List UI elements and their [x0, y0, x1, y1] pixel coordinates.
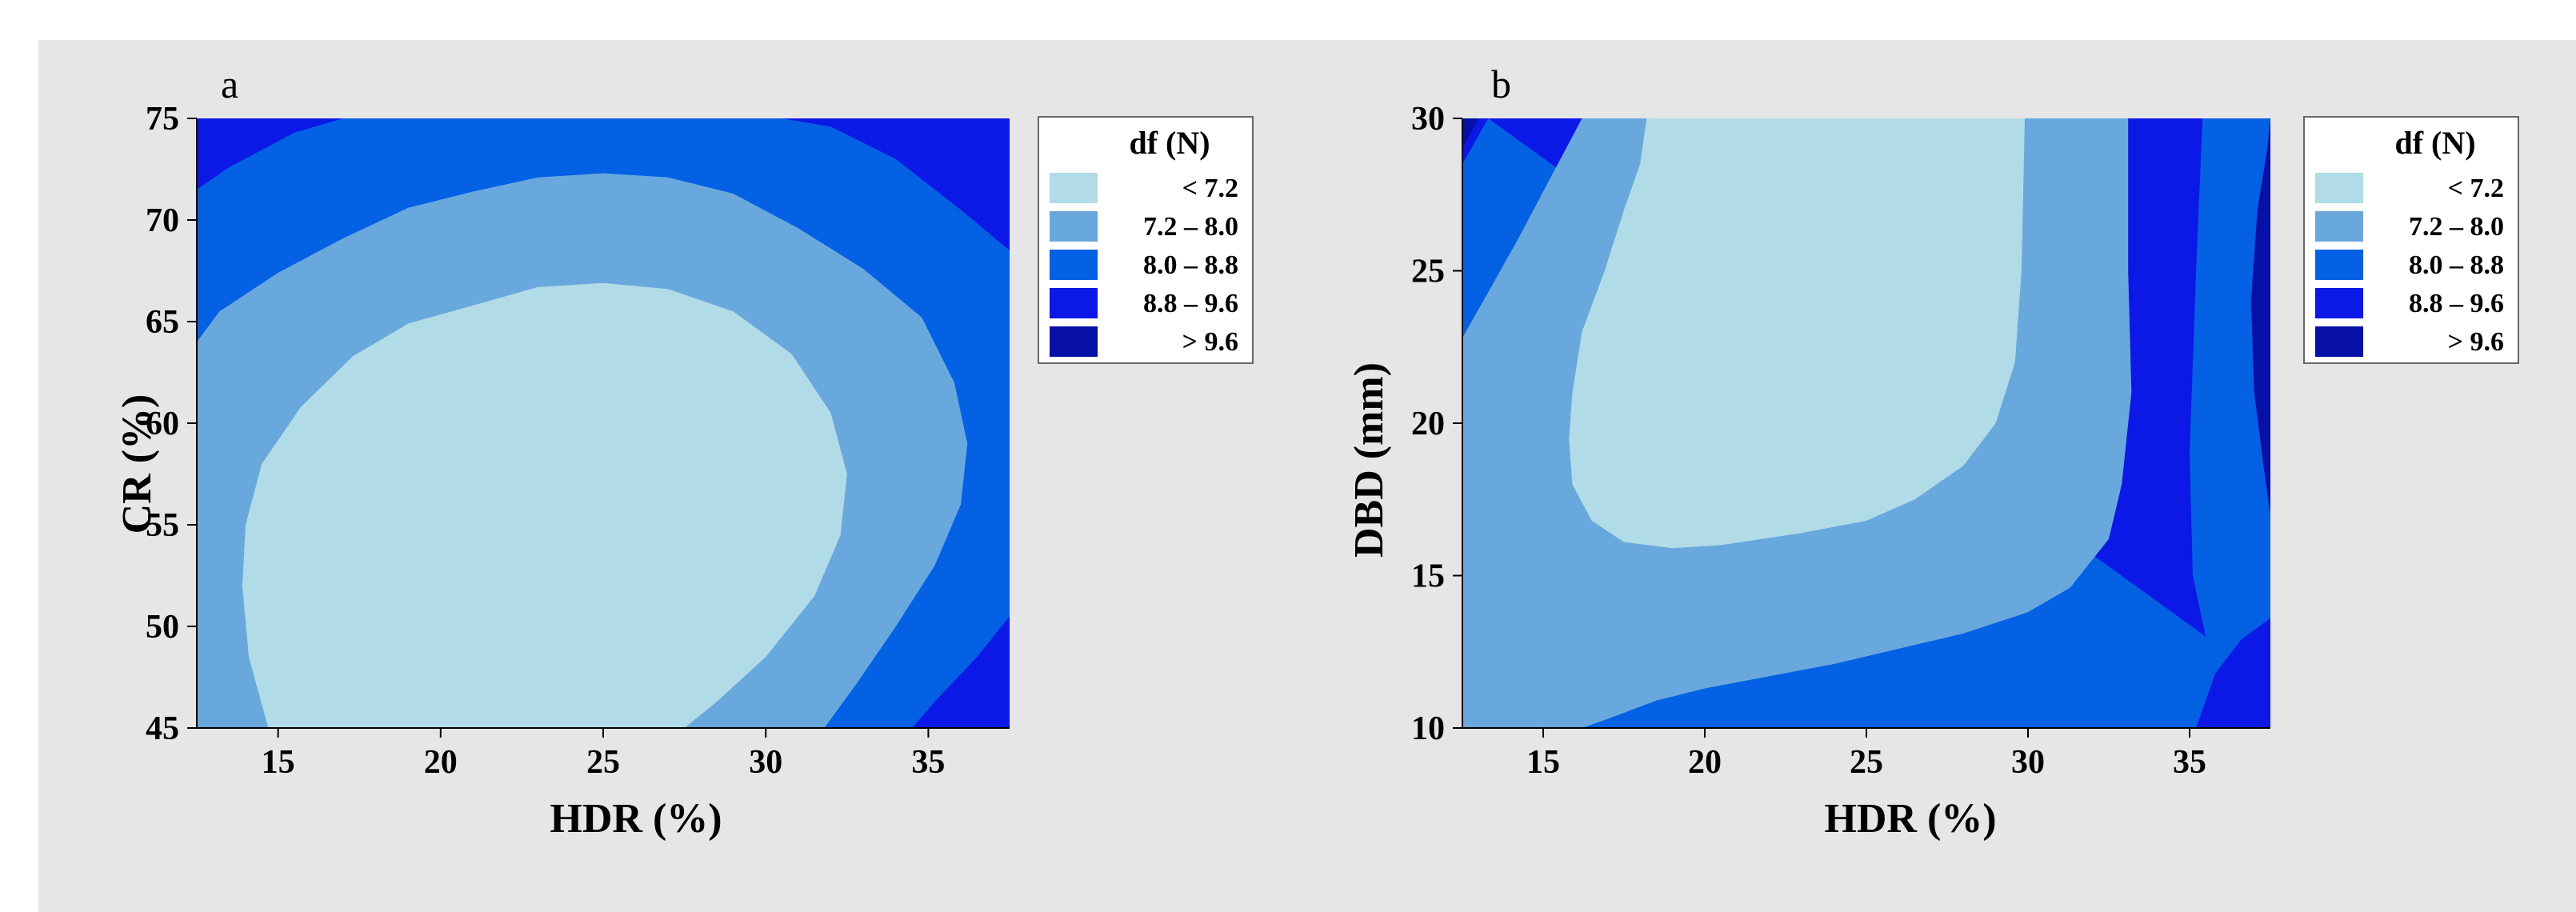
- panel-label: a: [221, 62, 238, 106]
- legend-entry-label: 7.2 – 8.0: [2409, 212, 2504, 242]
- x-tick-label: 30: [2011, 744, 2045, 781]
- axes: 15 20 25 30 35 45 50 55 60 65 70 75: [146, 101, 1010, 781]
- contour-region: [2250, 118, 2270, 515]
- legend-entry-label: < 7.2: [2448, 174, 2504, 203]
- legend-swatch: [2315, 288, 2363, 318]
- x-tick-label: 25: [586, 744, 620, 781]
- y-tick-label: 70: [146, 202, 179, 239]
- x-tick-label: 15: [262, 744, 295, 781]
- legend-entry-label: > 9.6: [1182, 327, 1238, 357]
- legend-title: df (N): [2394, 125, 2475, 161]
- legend-entry-label: > 9.6: [2448, 327, 2504, 357]
- legend-swatch: [1050, 326, 1098, 357]
- contour-region: [242, 282, 847, 728]
- legend-entry-label: 8.8 – 9.6: [2409, 289, 2504, 318]
- legend-title: df (N): [1129, 125, 1210, 161]
- y-tick-label: 25: [1411, 254, 1445, 290]
- contour-region: [1569, 118, 2025, 549]
- legend: df (N) < 7.2 7.2 – 8.0 8.0 – 8.8 8.8 – 9.6 > …: [2303, 116, 2519, 364]
- legend-swatch: [2315, 173, 2363, 203]
- legend: df (N) < 7.2 7.2 – 8.0 8.0 – 8.8 8.8 – 9.6 > …: [1038, 116, 1254, 364]
- legend-swatch: [2315, 250, 2363, 280]
- x-tick-label: 25: [1850, 744, 1883, 781]
- panel-label: b: [1491, 62, 1511, 106]
- contour-panel-a: a 15 20 25 30 35 45 50 55 60 65 70 75 HDR (%) CR (%…: [38, 40, 1328, 912]
- legend-swatch: [1050, 211, 1098, 242]
- x-tick-label: 15: [1526, 744, 1560, 781]
- y-tick-label: 65: [146, 304, 179, 341]
- x-tick-label: 30: [749, 744, 782, 781]
- x-tick-label: 35: [911, 744, 945, 781]
- legend-entry-label: 8.8 – 9.6: [1143, 289, 1238, 318]
- legend-swatch: [2315, 326, 2363, 357]
- contour-plot-area: [1462, 118, 2270, 728]
- y-tick-label: 45: [146, 710, 179, 747]
- y-tick-label: 75: [146, 101, 179, 138]
- y-tick-label: 10: [1411, 710, 1445, 747]
- x-axis-label: HDR (%): [1824, 796, 1996, 842]
- y-tick-label: 55: [146, 507, 179, 544]
- legend-entry-label: < 7.2: [1182, 174, 1238, 203]
- y-tick-label: 20: [1411, 406, 1445, 442]
- x-tick-label: 20: [1688, 744, 1722, 781]
- y-axis-label: DBD (mm): [1346, 362, 1392, 558]
- legend-swatch: [1050, 173, 1098, 203]
- legend-entry-label: 7.2 – 8.0: [1143, 212, 1238, 242]
- y-tick-label: 30: [1411, 101, 1445, 138]
- contour-plot-area: [197, 118, 1010, 728]
- x-tick-label: 20: [424, 744, 458, 781]
- y-tick-label: 50: [146, 609, 179, 646]
- legend-entry-label: 8.0 – 8.8: [1143, 250, 1238, 280]
- y-tick-label: 15: [1411, 558, 1445, 595]
- legend-swatch: [2315, 211, 2363, 242]
- y-tick-label: 60: [146, 406, 179, 442]
- legend-entry-label: 8.0 – 8.8: [2409, 250, 2504, 280]
- legend-swatch: [1050, 288, 1098, 318]
- y-axis-label: CR (%): [114, 394, 160, 534]
- x-axis-label: HDR (%): [550, 796, 722, 842]
- legend-swatch: [1050, 250, 1098, 280]
- axes: 15 20 25 30 35 10 15 20 25 30: [1411, 101, 2270, 781]
- x-tick-label: 35: [2173, 744, 2206, 781]
